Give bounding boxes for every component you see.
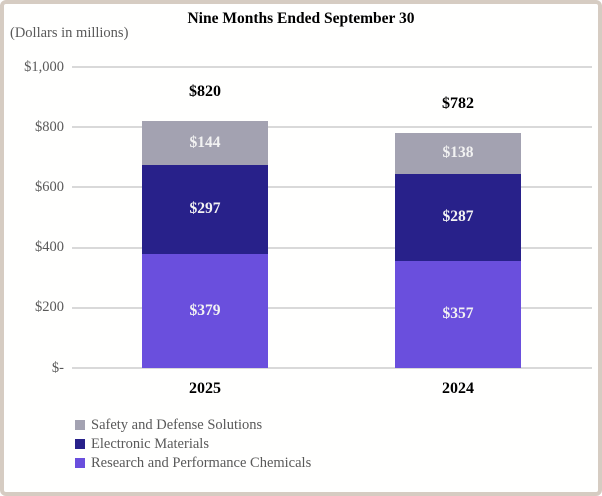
y-axis-tick-label: $600: [35, 178, 64, 195]
legend-swatch: [75, 420, 85, 430]
y-axis-tick-label: $800: [35, 118, 64, 135]
bar-segment-value: $287: [442, 208, 474, 226]
legend-swatch: [75, 458, 85, 468]
legend-label: Research and Performance Chemicals: [91, 455, 312, 471]
gridline: [72, 126, 592, 129]
y-axis-tick-label: $400: [35, 239, 64, 256]
legend-label: Safety and Defense Solutions: [91, 417, 263, 433]
gridline: [72, 306, 592, 309]
bar-segment-value: $357: [442, 305, 474, 323]
bar-segment: $379: [142, 253, 268, 368]
legend: Safety and Defense Solutions Electronic M…: [75, 416, 311, 473]
y-axis-tick-label: $-: [51, 359, 64, 376]
x-axis-category-label: 2025: [189, 380, 221, 397]
chart-title: Nine Months Ended September 30: [187, 10, 415, 27]
gridline: [72, 66, 592, 68]
bar-total-label: $782: [442, 94, 474, 112]
bar-segment-value: $138: [442, 144, 474, 162]
bar-segment-value: $379: [189, 301, 221, 319]
gridline: [72, 367, 592, 369]
legend-item: Research and Performance Chemicals: [75, 454, 311, 473]
bar-segment-value: $144: [189, 133, 221, 151]
units-note: (Dollars in millions): [10, 25, 129, 41]
bar-segment-value: $297: [189, 200, 221, 218]
y-axis-tick-label: $1,000: [24, 58, 64, 75]
bar-total-label: $820: [189, 83, 221, 101]
gridline: [72, 186, 592, 189]
legend-swatch: [75, 439, 85, 449]
y-axis-tick-label: $200: [35, 299, 64, 316]
bar-segment: $297: [142, 164, 268, 254]
bar-segment: $287: [395, 174, 521, 261]
gridline: [72, 246, 592, 249]
bar-segment: $138: [395, 132, 521, 175]
x-axis-category-label: 2024: [442, 380, 474, 397]
legend-item: Electronic Materials: [75, 435, 311, 454]
legend-label: Electronic Materials: [91, 436, 209, 452]
legend-item: Safety and Defense Solutions: [75, 416, 311, 435]
bar-segment: $357: [395, 260, 521, 368]
bar-segment: $144: [142, 121, 268, 165]
